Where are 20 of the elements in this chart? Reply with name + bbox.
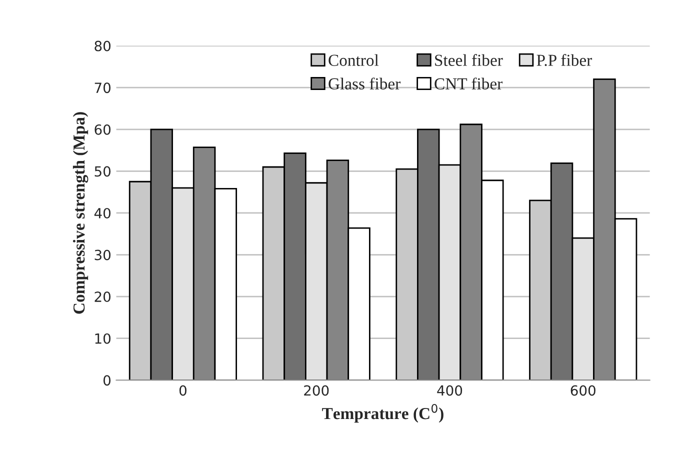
y-tick-label: 40	[94, 208, 110, 218]
x-tick-label: 0	[179, 385, 186, 396]
y-tick-label: 70	[94, 82, 110, 94]
y-tick-label: 0	[104, 375, 110, 386]
y-axis-title: Compressive strength (Mpa)	[72, 112, 88, 314]
legend-label: Steel fiber	[435, 54, 503, 66]
y-tick-label: 60	[94, 124, 110, 135]
y-tick-label: 80	[94, 40, 110, 52]
y-tick-label: 10	[95, 333, 110, 344]
legend-label: Control	[328, 54, 379, 66]
legend-label: Glass fiber	[328, 78, 400, 90]
y-tick-label: 30	[94, 250, 110, 260]
x-tick-label: 400	[437, 385, 462, 396]
legend-label: CNT fiber	[434, 78, 503, 90]
x-tick-label: 200	[304, 385, 329, 396]
y-tick-label: 50	[94, 166, 110, 177]
legend-label: P.P fiber	[536, 54, 592, 66]
x-axis-title: Temprature (C$^{0}$)	[322, 404, 444, 423]
x-tick-label: 600	[570, 385, 596, 396]
y-tick-label: 20	[94, 292, 110, 302]
